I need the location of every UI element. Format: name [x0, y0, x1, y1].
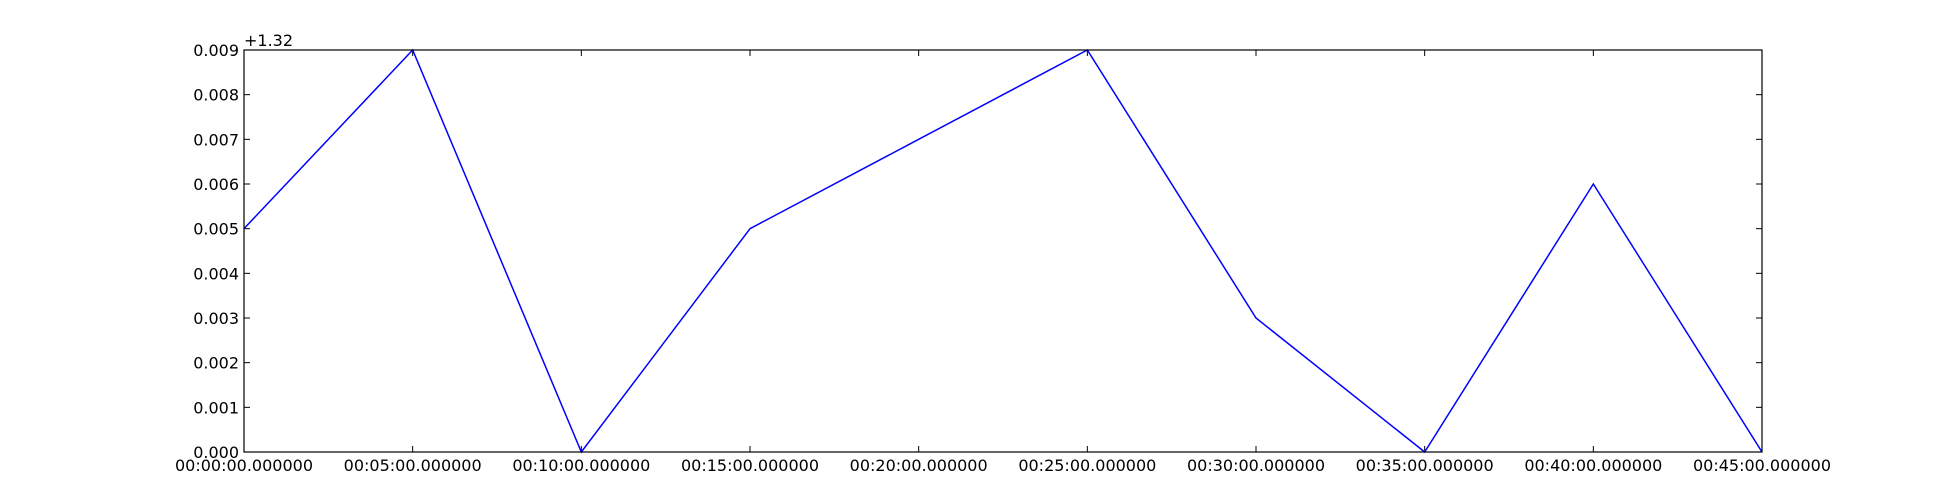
x-tick-label: 00:35:00.000000: [1356, 456, 1494, 475]
x-tick-label: 00:25:00.000000: [1018, 456, 1156, 475]
y-tick-label: 0.000: [193, 443, 239, 462]
plot-frame: [243, 49, 1763, 453]
y-tick-label: 0.008: [193, 86, 239, 105]
y-tick-label: 0.006: [193, 175, 239, 194]
x-tick-label: 00:05:00.000000: [344, 456, 482, 475]
y-tick-label: 0.005: [193, 220, 239, 239]
y-offset-label: +1.32: [244, 31, 293, 50]
x-tick-label: 00:45:00.000000: [1693, 456, 1831, 475]
x-tick-label: 00:00:00.000000: [175, 456, 313, 475]
x-tick-label: 00:10:00.000000: [512, 456, 650, 475]
y-tick-label: 0.002: [193, 354, 239, 373]
y-tick-label: 0.001: [193, 398, 239, 417]
x-tick-label: 00:15:00.000000: [681, 456, 819, 475]
ticks-layer: [243, 49, 1763, 453]
x-tick-label: 00:20:00.000000: [850, 456, 988, 475]
series-line: [243, 48, 1763, 454]
line-layer: [243, 48, 1763, 454]
x-tick-label: 00:30:00.000000: [1187, 456, 1325, 475]
y-tick-label: 0.007: [193, 130, 239, 149]
y-tick-label: 0.003: [193, 309, 239, 328]
labels-layer: 0.000 0.001 0.002 0.003 0.004 0.005 0.006 0.007…: [175, 41, 1831, 475]
y-tick-label: 0.004: [193, 264, 239, 283]
y-tick-label: 0.009: [193, 41, 239, 60]
x-tick-label: 00:40:00.000000: [1524, 456, 1662, 475]
